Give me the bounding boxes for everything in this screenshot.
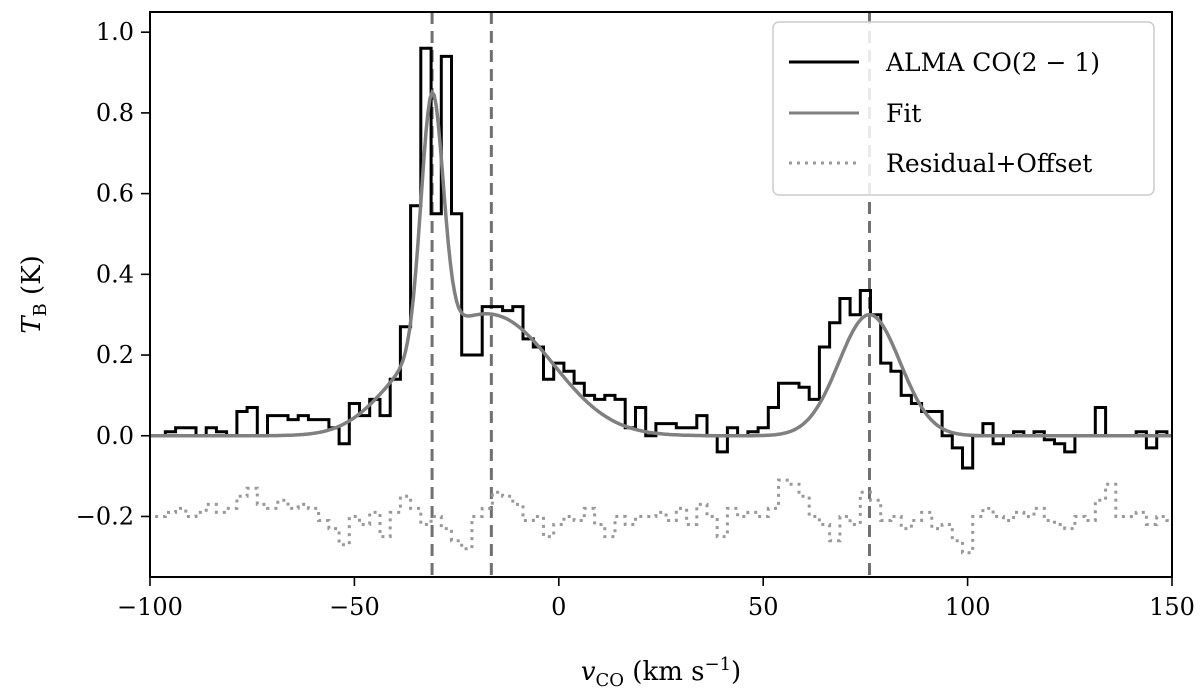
legend-box bbox=[772, 21, 1155, 196]
x-tick-label: 50 bbox=[748, 593, 779, 621]
y-tick-label: 0.4 bbox=[96, 260, 134, 288]
plot-frame bbox=[149, 11, 1173, 578]
x-axis-label-unit-exponent: −1 bbox=[704, 654, 731, 675]
y-axis-ticks: −0.2 0.0 0.2 0.4 0.6 0.8 1.0 bbox=[76, 18, 150, 530]
x-axis-label-subscript: CO bbox=[596, 670, 625, 691]
x-axis-label: vCO (km s−1) bbox=[581, 654, 741, 691]
y-tick-label: 0.6 bbox=[96, 180, 134, 208]
y-axis-label: TB (K) bbox=[17, 255, 51, 334]
y-tick-label: −0.2 bbox=[76, 502, 134, 530]
x-tick-label: 0 bbox=[551, 593, 566, 621]
x-axis-label-symbol: v bbox=[581, 657, 596, 687]
legend-label-residual: Residual+Offset bbox=[886, 149, 1092, 178]
y-axis-label-unit: (K) bbox=[17, 255, 47, 303]
residual-step-line bbox=[155, 478, 1172, 555]
x-axis-label-unit: (km s bbox=[624, 657, 704, 687]
y-tick-label: 0.8 bbox=[96, 99, 134, 127]
y-tick-label: 0.0 bbox=[96, 422, 134, 450]
x-tick-label: −100 bbox=[117, 593, 183, 621]
y-tick-label: 1.0 bbox=[96, 18, 134, 46]
x-tick-label: 100 bbox=[945, 593, 991, 621]
fit-series bbox=[150, 88, 1172, 438]
y-axis-label-symbol: T bbox=[17, 315, 47, 334]
residual-series bbox=[155, 478, 1172, 555]
legend: ALMA CO(2 − 1) Fit Residual+Offset bbox=[772, 21, 1155, 196]
legend-label-fit: Fit bbox=[886, 99, 921, 128]
x-axis-label-unit-close: ) bbox=[731, 657, 741, 687]
fit-curve bbox=[150, 88, 1172, 438]
x-tick-label: 150 bbox=[1149, 593, 1195, 621]
y-axis-label-subscript: B bbox=[30, 303, 51, 316]
y-tick-label: 0.2 bbox=[96, 341, 134, 369]
x-tick-label: −50 bbox=[329, 593, 380, 621]
legend-label-data: ALMA CO(2 − 1) bbox=[885, 48, 1100, 77]
x-axis-ticks: −100 −50 0 50 100 150 bbox=[117, 577, 1195, 621]
